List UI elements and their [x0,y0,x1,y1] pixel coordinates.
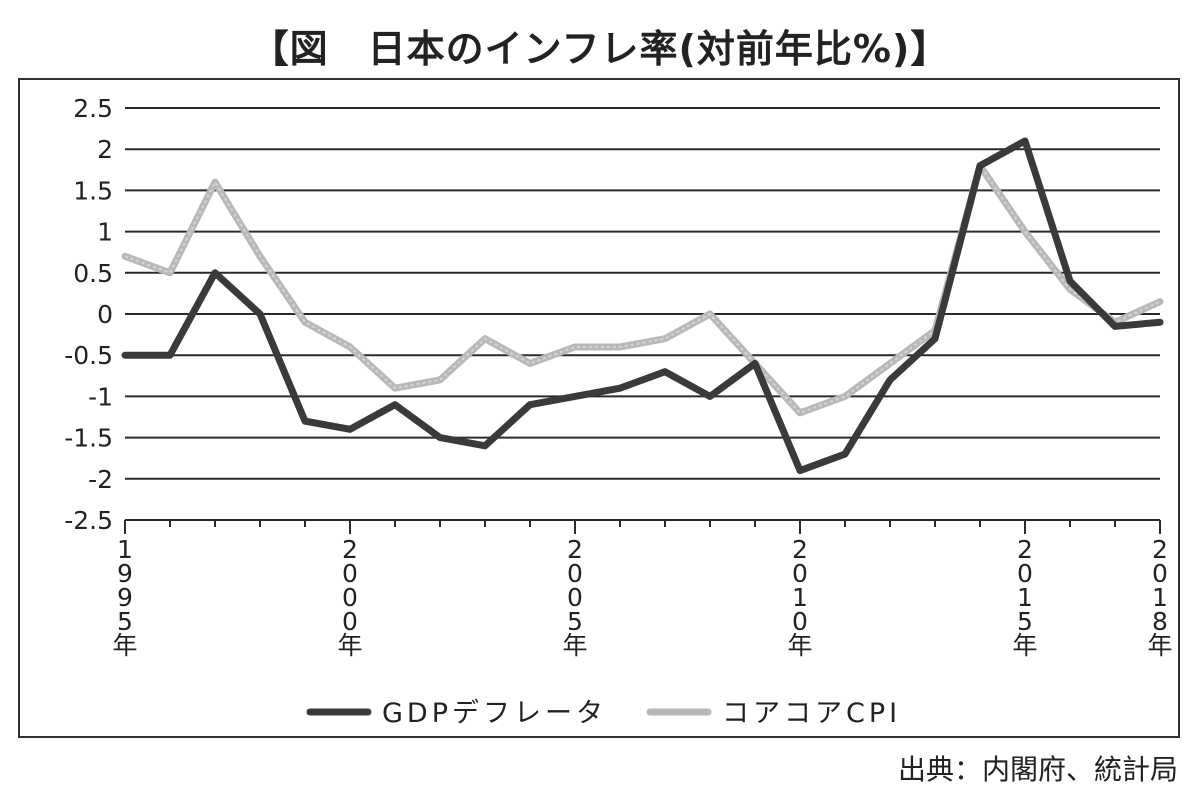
legend-label: コアコアCPI [722,698,901,729]
y-tick-label: 2 [97,135,113,164]
y-tick-label: 1 [97,218,113,247]
y-axis: 2.5 2 1.5 1 0.5 0 -0.5 -1 -1.5 -2 -2.5 [64,94,113,535]
chart-title: 【図 日本のインフレ率(対前年比%)】 [250,27,950,71]
legend-label: GDPデフレータ [382,698,607,729]
y-tick-label: -2 [88,465,113,494]
y-tick-label: -1 [88,382,113,411]
y-tick-label: -2.5 [64,506,113,535]
series-lines [121,137,1164,475]
source-note: 出典：内閣府、統計局 [897,753,1178,786]
series-line-gdp-deflator [121,137,1164,475]
y-tick-label: 0.5 [73,259,113,288]
y-tick-label: 2.5 [73,94,113,123]
grid-lines [125,107,1160,521]
x-axis: 1 9 9 5 年 2 0 0 0 年 2 0 0 5 年 2 0 1 0 年 2 0 1 5 年 2 0 1 8 年 [112,520,1173,660]
y-tick-label: -0.5 [64,341,113,370]
line-chart: 2.5 2 1.5 1 0.5 0 -0.5 -1 -1.5 -2 -2.5 1 9 9 5 年 2 0 0 0 年 2… [64,94,1173,729]
legend: GDPデフレータ コアコアCPI [306,698,901,729]
y-tick-label: -1.5 [64,424,113,453]
y-tick-label: 0 [97,300,113,329]
y-tick-label: 1.5 [73,176,113,205]
series-line-texture [124,164,1161,414]
